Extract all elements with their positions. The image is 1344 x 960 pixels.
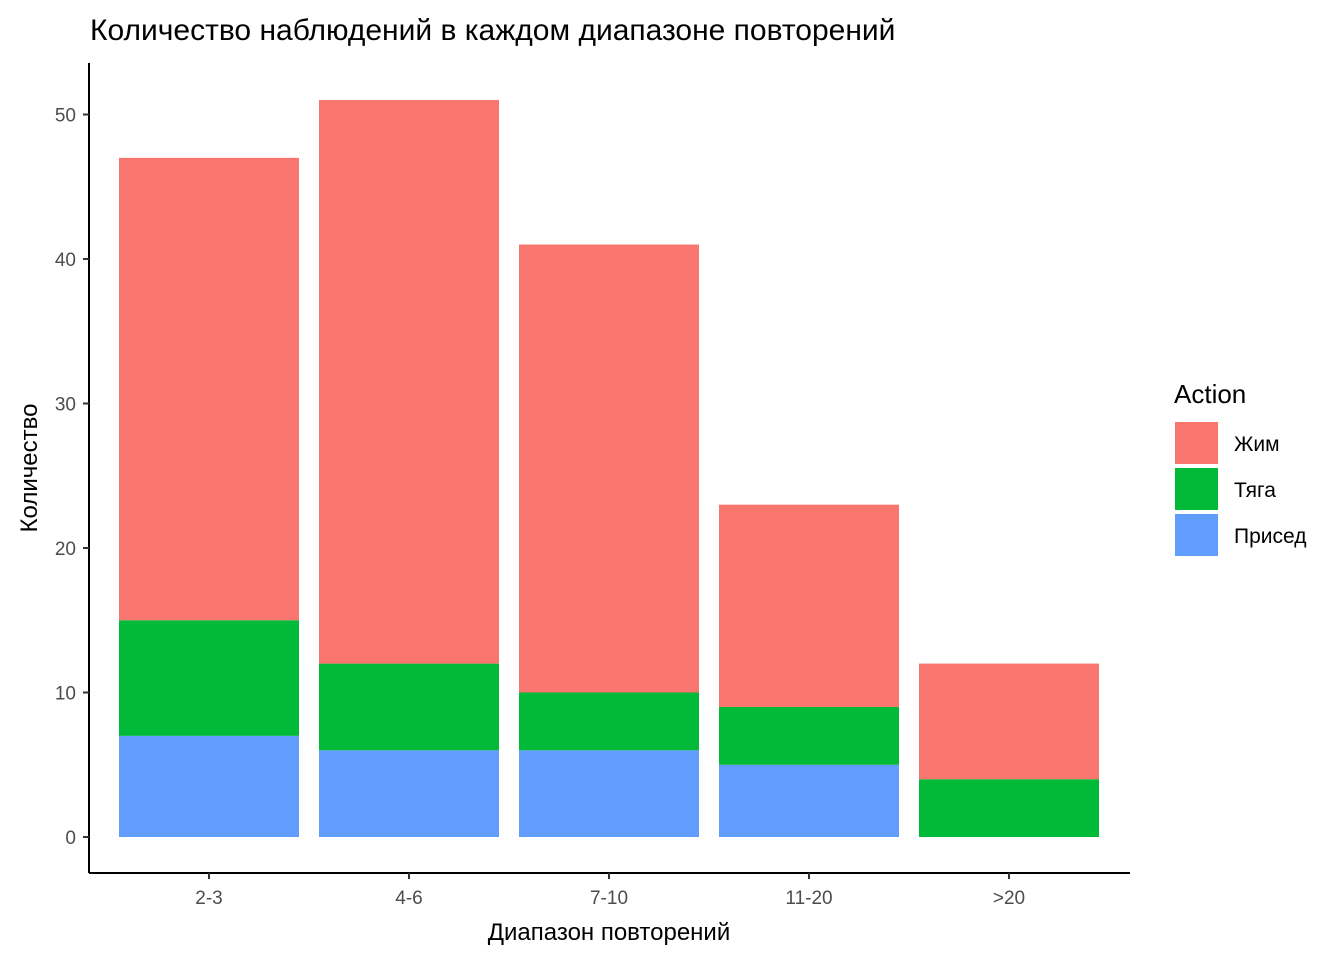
- bar-segment-7-10-Жим: [519, 244, 699, 693]
- y-tick-label: 0: [65, 828, 76, 849]
- bar-segment->20-Жим: [919, 663, 1099, 780]
- bar-segment-4-6-Жим: [319, 100, 499, 664]
- y-axis-ticks: 0 10 20 30 40 50: [55, 106, 89, 849]
- chart-title: Количество наблюдений в каждом диапазоне…: [90, 14, 895, 47]
- bar-segment-4-6-Тяга: [319, 663, 499, 751]
- bar-segment-2-3-Жим: [119, 157, 299, 621]
- y-tick-label: 40: [55, 250, 76, 271]
- x-tick-label: 2-3: [195, 888, 222, 909]
- bar-segment-11-20-Присед: [719, 764, 899, 837]
- legend-key-Присед: [1175, 514, 1218, 556]
- bar-segment-2-3-Присед: [119, 735, 299, 837]
- bar-segment->20-Тяга: [919, 779, 1099, 837]
- y-tick-label: 10: [55, 684, 76, 705]
- bar-segment-4-6-Присед: [319, 750, 499, 837]
- x-tick-label: >20: [993, 888, 1025, 909]
- x-tick-label: 7-10: [590, 888, 628, 909]
- x-axis-title: Диапазон повторений: [488, 919, 730, 946]
- legend-label: Тяга: [1234, 479, 1276, 502]
- y-tick-label: 20: [55, 539, 76, 560]
- bar-segment-11-20-Жим: [719, 504, 899, 707]
- y-tick-label: 30: [55, 395, 76, 416]
- bars-group: [119, 100, 1099, 837]
- bar-segment-7-10-Присед: [519, 750, 699, 837]
- legend-label: Жим: [1234, 433, 1280, 456]
- legend-key-Тяга: [1175, 468, 1218, 510]
- y-tick-label: 50: [55, 106, 76, 127]
- legend: Жим Тяга Присед: [1175, 422, 1306, 556]
- legend-key-Жим: [1175, 422, 1218, 464]
- y-axis-title: Количество: [16, 404, 43, 533]
- legend-title: Action: [1174, 379, 1246, 409]
- bar-segment-7-10-Тяга: [519, 692, 699, 751]
- x-tick-label: 4-6: [395, 888, 422, 909]
- x-axis-ticks: 2-3 4-6 7-10 11-20 >20: [195, 873, 1025, 909]
- bar-segment-11-20-Тяга: [719, 706, 899, 765]
- legend-label: Присед: [1234, 525, 1306, 548]
- x-tick-label: 11-20: [785, 888, 832, 909]
- bar-segment-2-3-Тяга: [119, 620, 299, 736]
